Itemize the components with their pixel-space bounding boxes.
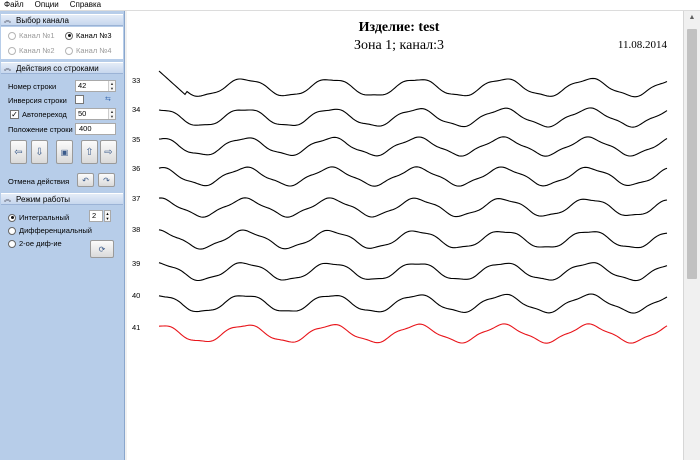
inversion-label: Инверсия строки: [8, 96, 67, 105]
move-down-button[interactable]: ⇩: [31, 140, 48, 164]
radio-channel-3[interactable]: Канал №3: [65, 31, 112, 40]
arrow-left-icon: ⇦: [14, 146, 23, 158]
radio-indicator: [8, 226, 16, 235]
mode-section-body: Интегральный 2 ▲ ▼ Дифференциальный 2-ое …: [1, 206, 123, 268]
radio-mode-integral[interactable]: Интегральный: [8, 213, 69, 222]
row-number-41: 41: [132, 323, 141, 332]
center-icon: ▣: [60, 147, 69, 157]
waveform-row-37: [158, 197, 668, 218]
radio-channel-1[interactable]: Канал №1: [8, 31, 55, 40]
sidebar: ︽ Выбор канала Канал №1 Канал №3 Канал №…: [0, 11, 125, 460]
autojump-label: Автопереход: [22, 110, 67, 119]
stepper-arrows-icon[interactable]: ▲ ▼: [108, 81, 115, 91]
radio-indicator: [8, 239, 16, 248]
rows-section-header[interactable]: ︽ Действия со строками: [1, 62, 123, 74]
refresh-icon: ⟳: [98, 244, 106, 254]
collapse-chevron-icon: ︽: [4, 17, 11, 24]
position-label: Положение строки: [8, 125, 73, 134]
mode-section-title: Режим работы: [16, 194, 71, 204]
arrow-down-icon: ⇩: [35, 146, 44, 158]
row-number-36: 36: [132, 164, 141, 173]
arrow-right-icon: ⇨: [104, 146, 113, 158]
row-number-40: 40: [132, 291, 141, 300]
waveform-row-34: [158, 107, 668, 128]
radio-indicator: [8, 31, 16, 40]
vertical-scrollbar[interactable]: ▲: [683, 11, 700, 460]
plot-date: 11.08.2014: [617, 39, 667, 51]
scroll-up-icon[interactable]: ▲: [688, 14, 696, 21]
center-button[interactable]: ▣: [56, 140, 73, 164]
plot-area: Изделие: test Зона 1; канал:3 11.08.2014…: [127, 11, 683, 460]
waveform-row-39: [158, 262, 668, 282]
waveform-row-35: [158, 136, 668, 157]
inversion-checkbox[interactable]: [75, 95, 84, 104]
menu-help[interactable]: Справка: [69, 0, 102, 9]
collapse-chevron-icon: ︽: [4, 196, 11, 203]
row-number-39: 39: [132, 259, 141, 268]
waveform-row-33: [158, 70, 668, 98]
refresh-button[interactable]: ⟳: [90, 240, 114, 258]
row-number-37: 37: [132, 194, 141, 203]
menu-bar: Файл Опции Справка: [0, 0, 700, 11]
waveform-plot: [158, 70, 668, 344]
channel-section-header[interactable]: ︽ Выбор канала: [1, 14, 123, 26]
row-number-38: 38: [132, 225, 141, 234]
plot-subtitle: Зона 1; канал:3: [353, 38, 445, 53]
radio-channel-4[interactable]: Канал №4: [65, 46, 112, 55]
redo-icon: ↷: [103, 175, 110, 185]
radio-indicator: [65, 46, 73, 55]
menu-options[interactable]: Опции: [34, 0, 59, 9]
autojump-stepper[interactable]: 50 ▲ ▼: [75, 108, 116, 120]
row-number-stepper[interactable]: 42 ▲ ▼: [75, 80, 116, 92]
waveform-row-36: [158, 166, 668, 187]
channel-section-body: Канал №1 Канал №3 Канал №2 Канал №4: [1, 27, 123, 59]
stepper-arrows-icon[interactable]: ▲ ▼: [104, 210, 111, 222]
channel-section-title: Выбор канала: [16, 15, 69, 25]
rows-section-body: Номер строки 42 ▲ ▼ Инверсия строки ⇆ ✓ А…: [1, 75, 123, 192]
stepper-arrows-icon[interactable]: ▲ ▼: [108, 109, 115, 119]
move-up-button[interactable]: ⇧: [81, 140, 98, 164]
radio-indicator: [8, 213, 16, 222]
row-number-label: Номер строки: [8, 82, 57, 91]
mode-order-stepper[interactable]: 2: [89, 210, 103, 222]
undo-button[interactable]: ↶: [77, 173, 94, 187]
row-number-34: 34: [132, 105, 141, 114]
undo-icon: ↶: [82, 175, 89, 185]
radio-indicator: [8, 46, 16, 55]
waveform-row-40: [158, 293, 668, 314]
waveform-row-38: [158, 229, 668, 250]
arrow-up-icon: ⇧: [85, 146, 94, 158]
position-input[interactable]: 400: [75, 123, 116, 135]
radio-channel-2[interactable]: Канал №2: [8, 46, 55, 55]
undo-label: Отмена действия: [8, 177, 70, 186]
plot-title: Изделие: test: [358, 20, 440, 35]
swap-arrows-icon: ⇆: [105, 96, 111, 103]
redo-button[interactable]: ↷: [98, 173, 115, 187]
move-left-button[interactable]: ⇦: [10, 140, 27, 164]
rows-section-title: Действия со строками: [16, 63, 99, 73]
menu-file[interactable]: Файл: [4, 0, 24, 9]
mode-section-header[interactable]: ︽ Режим работы: [1, 193, 123, 205]
radio-indicator: [65, 31, 73, 40]
collapse-chevron-icon: ︽: [4, 65, 11, 72]
row-number-35: 35: [132, 135, 141, 144]
row-number-33: 33: [132, 76, 141, 85]
move-right-button[interactable]: ⇨: [100, 140, 117, 164]
radio-mode-second-diff[interactable]: 2-ое диф-ие: [8, 239, 62, 248]
scroll-thumb[interactable]: [687, 29, 697, 279]
waveform-row-41: [158, 323, 668, 344]
autojump-checkbox[interactable]: ✓: [10, 110, 19, 119]
radio-mode-differential[interactable]: Дифференциальный: [8, 226, 92, 235]
